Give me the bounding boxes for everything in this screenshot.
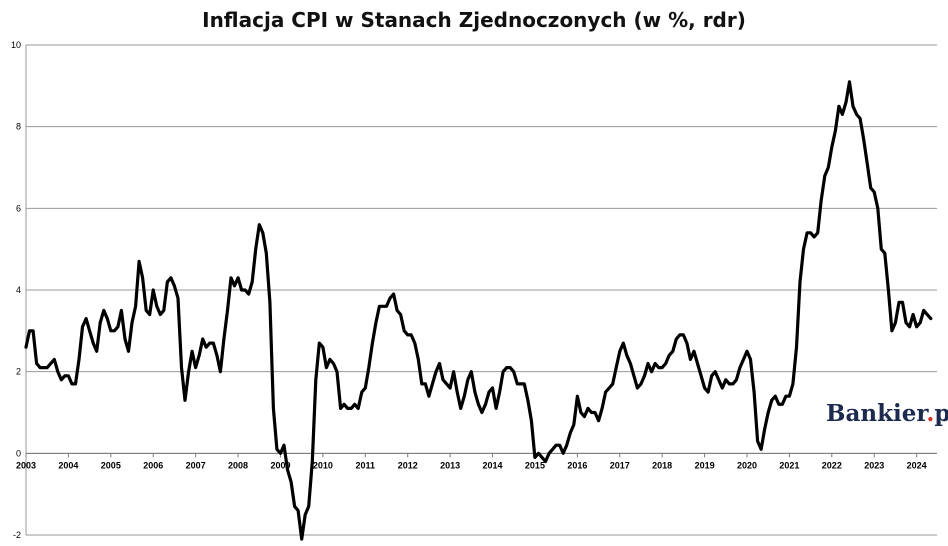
x-tick-label: 2021 [779, 460, 799, 470]
logo-text: Bankier [826, 400, 929, 427]
x-tick-label: 2011 [356, 460, 376, 470]
x-tick-label: 2006 [143, 460, 163, 470]
x-tick-label: 2007 [186, 460, 206, 470]
x-tick-label: 2019 [695, 460, 715, 470]
y-tick-label: 10 [11, 40, 21, 50]
x-tick-label: 2014 [483, 460, 503, 470]
x-tick-label: 2004 [58, 460, 78, 470]
x-axis-ticks: 2003 2004 2005 2006 2007 2008 2009 2010 2011 2012… [16, 453, 927, 470]
x-tick-label: 2010 [313, 460, 333, 470]
y-tick-label: 6 [16, 203, 21, 213]
logo-suffix: pl [934, 400, 948, 427]
svg-text:Bankier.pl: Bankier.pl [826, 400, 948, 427]
x-tick-label: 2012 [398, 460, 418, 470]
y-tick-label: 0 [16, 448, 21, 458]
y-tick-label: -2 [13, 530, 21, 540]
x-tick-label: 2022 [822, 460, 842, 470]
x-tick-label: 2023 [864, 460, 884, 470]
y-tick-label: 4 [16, 285, 21, 295]
x-tick-label: 2020 [737, 460, 757, 470]
chart-title: Inflacja CPI w Stanach Zjednoczonych (w … [202, 8, 746, 32]
x-tick-label: 2015 [525, 460, 545, 470]
cpi-series-line [24, 80, 933, 541]
y-axis-ticks: -2 0 2 4 6 8 10 [11, 40, 21, 540]
x-tick-label: 2017 [610, 460, 630, 470]
x-tick-label: 2018 [652, 460, 672, 470]
y-tick-label: 2 [16, 367, 21, 377]
x-tick-label: 2008 [228, 460, 248, 470]
x-tick-label: 2024 [907, 460, 927, 470]
logo-dot: . [926, 400, 934, 427]
x-tick-label: 2013 [440, 460, 460, 470]
bankier-logo: Bankier.pl [826, 400, 948, 427]
x-tick-label: 2005 [101, 460, 121, 470]
x-tick-label: 2003 [16, 460, 36, 470]
y-tick-label: 8 [16, 122, 21, 132]
x-tick-label: 2009 [270, 460, 290, 470]
series-layer [24, 80, 933, 541]
x-tick-label: 2016 [567, 460, 587, 470]
